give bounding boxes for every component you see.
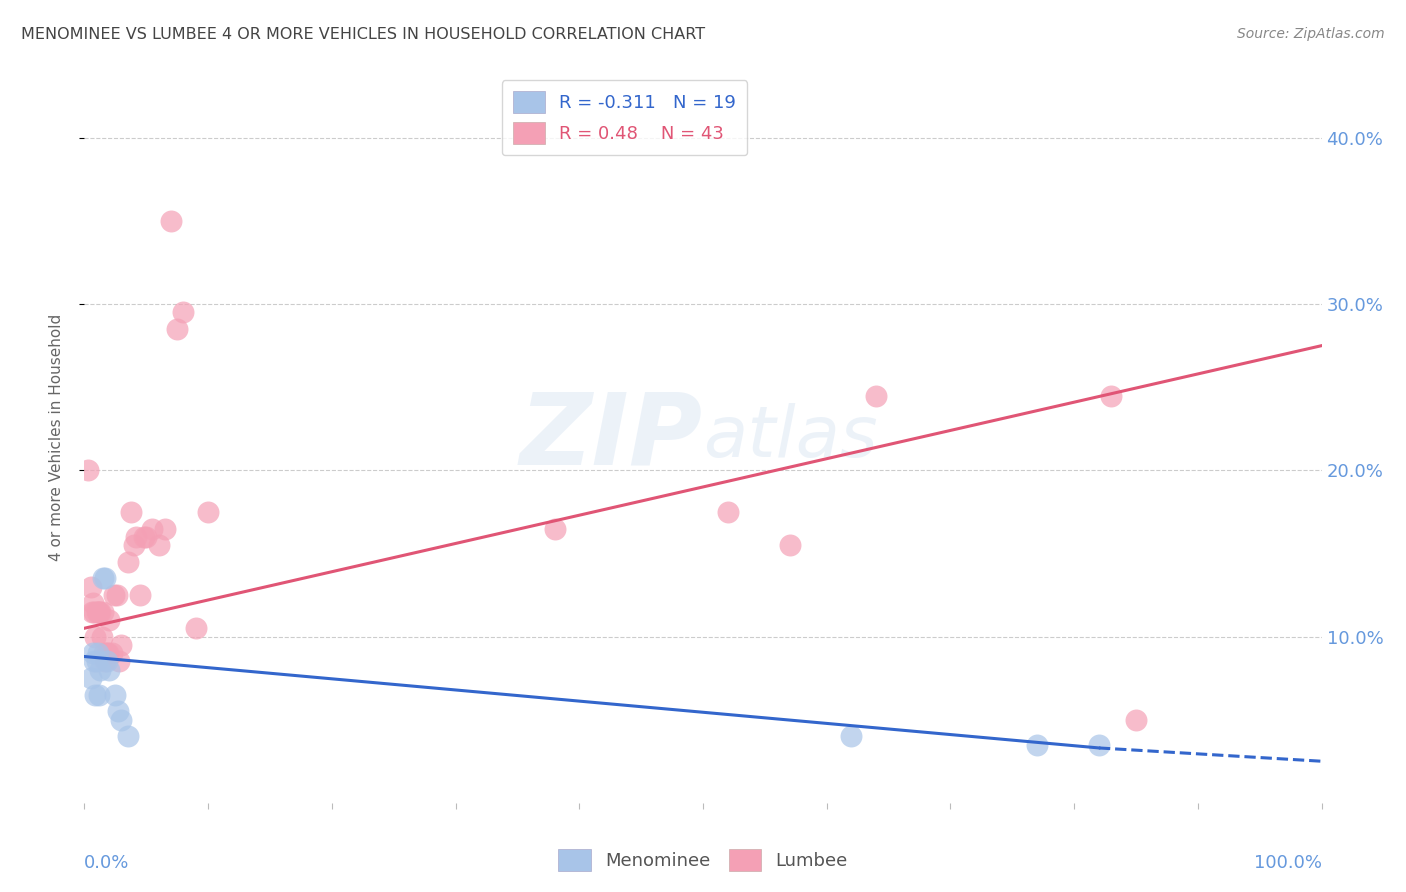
Point <box>89 605 111 619</box>
Point <box>110 713 132 727</box>
Point <box>125 530 148 544</box>
Point <box>166 322 188 336</box>
Legend: R = -0.311   N = 19, R = 0.48    N = 43: R = -0.311 N = 19, R = 0.48 N = 43 <box>502 80 747 155</box>
Point <box>93 646 115 660</box>
Text: atlas: atlas <box>703 402 877 472</box>
Point <box>543 521 565 535</box>
Text: MENOMINEE VS LUMBEE 4 OR MORE VEHICLES IN HOUSEHOLD CORRELATION CHART: MENOMINEE VS LUMBEE 4 OR MORE VEHICLES I… <box>21 27 706 42</box>
Point <box>135 530 157 544</box>
Point <box>197 505 219 519</box>
Point <box>83 605 105 619</box>
Point <box>98 613 121 627</box>
Point <box>87 646 110 660</box>
Point <box>841 729 863 743</box>
Point <box>87 605 110 619</box>
Point <box>82 596 104 610</box>
Text: 0.0%: 0.0% <box>84 854 129 872</box>
Legend: Menominee, Lumbee: Menominee, Lumbee <box>551 842 855 879</box>
Point <box>94 571 117 585</box>
Point <box>122 538 145 552</box>
Point <box>148 538 170 552</box>
Point <box>96 646 118 660</box>
Point <box>108 655 131 669</box>
Point <box>717 505 740 519</box>
Y-axis label: 4 or more Vehicles in Household: 4 or more Vehicles in Household <box>49 313 63 561</box>
Point <box>1026 738 1049 752</box>
Point <box>86 605 108 619</box>
Point <box>1088 738 1111 752</box>
Point <box>865 388 887 402</box>
Point <box>91 571 114 585</box>
Point <box>103 588 125 602</box>
Point <box>153 521 176 535</box>
Point <box>1125 713 1147 727</box>
Point <box>83 655 105 669</box>
Point <box>110 638 132 652</box>
Point <box>97 646 120 660</box>
Text: Source: ZipAtlas.com: Source: ZipAtlas.com <box>1237 27 1385 41</box>
Point <box>89 605 111 619</box>
Point <box>141 521 163 535</box>
Text: ZIP: ZIP <box>520 389 703 485</box>
Point <box>86 655 108 669</box>
Point <box>84 688 107 702</box>
Point <box>117 555 139 569</box>
Point <box>172 305 194 319</box>
Text: 100.0%: 100.0% <box>1254 854 1322 872</box>
Point <box>91 605 114 619</box>
Point <box>160 214 183 228</box>
Point <box>129 588 152 602</box>
Point <box>84 630 107 644</box>
Point <box>80 605 103 619</box>
Point <box>77 463 100 477</box>
Point <box>98 663 121 677</box>
Point <box>82 646 104 660</box>
Point <box>100 646 122 660</box>
Point <box>89 688 111 702</box>
Point <box>79 671 101 685</box>
Point <box>89 663 111 677</box>
Point <box>104 688 127 702</box>
Point <box>94 655 117 669</box>
Point <box>105 588 128 602</box>
Point <box>79 580 101 594</box>
Point <box>184 621 207 635</box>
Point <box>120 505 142 519</box>
Point <box>117 729 139 743</box>
Point <box>132 530 155 544</box>
Point <box>107 705 129 719</box>
Point <box>779 538 801 552</box>
Point <box>96 655 118 669</box>
Point <box>1099 388 1122 402</box>
Point <box>90 630 112 644</box>
